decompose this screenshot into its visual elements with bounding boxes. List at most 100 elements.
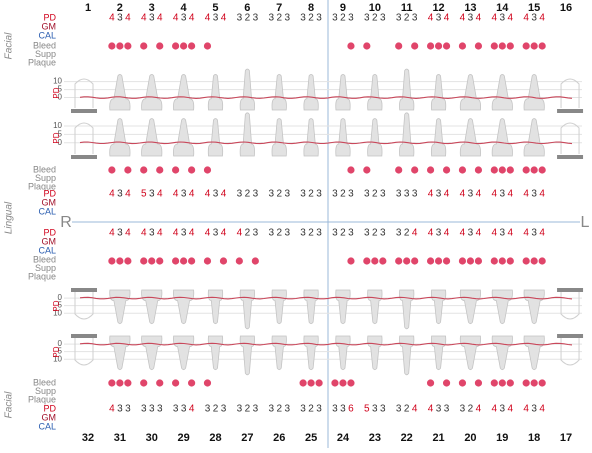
tooth-number: 5	[212, 2, 218, 14]
row-label: Bleed	[33, 40, 56, 50]
pd-value: 3	[380, 189, 386, 200]
bleed-dot	[474, 166, 483, 174]
pd-value: 4	[428, 404, 434, 415]
surface-label: Facial	[4, 32, 15, 59]
pd-value: 3	[500, 404, 506, 415]
bleed-dot	[538, 257, 546, 265]
bleed-dot	[188, 379, 196, 387]
pd-value: 4	[492, 228, 498, 239]
pd-value: 4	[205, 228, 211, 239]
pd-value: 2	[468, 404, 474, 415]
tooth-number: 3	[149, 2, 155, 14]
pd-value: 4	[476, 13, 482, 24]
pd-value: 4	[173, 13, 179, 24]
tooth-number: 21	[432, 432, 444, 444]
row-label: Supp	[35, 386, 56, 396]
side-right: R	[60, 214, 72, 231]
tooth	[109, 289, 131, 325]
tooth	[239, 335, 255, 376]
pd-value: 4	[221, 13, 227, 24]
tooth	[491, 289, 513, 325]
pd-value: 4	[428, 228, 434, 239]
tooth	[173, 118, 195, 157]
pd-value: 4	[460, 13, 466, 24]
gingival-line	[79, 96, 573, 99]
bleed-dot	[411, 257, 419, 265]
bleed-dot	[506, 379, 514, 387]
pd-value: 3	[396, 13, 402, 24]
pd-value: 4	[109, 228, 115, 239]
tooth	[109, 74, 131, 111]
pd-value: 2	[372, 13, 378, 24]
bleed-dot	[434, 42, 443, 50]
missing-bar	[71, 155, 97, 159]
pd-value: 2	[276, 189, 282, 200]
tooth-number: 25	[305, 432, 317, 444]
tooth	[430, 118, 447, 157]
pd-value: 3	[364, 13, 370, 24]
pd-value: 3	[396, 404, 402, 415]
tooth	[109, 118, 131, 157]
pd-value: 3	[436, 13, 442, 24]
bleed-dot	[466, 257, 475, 265]
bleed-dot	[395, 42, 403, 50]
pd-value: 4	[539, 189, 545, 200]
bleed-dot	[124, 379, 132, 387]
row-label: PD	[43, 227, 56, 237]
missing-tooth	[560, 338, 580, 366]
pd-value: 3	[237, 404, 243, 415]
bleed-dot	[403, 257, 411, 265]
pd-value: 4	[444, 13, 450, 24]
tooth-number: 30	[146, 432, 158, 444]
tooth-number: 10	[369, 2, 381, 14]
pd-value: 4	[539, 228, 545, 239]
pd-value: 5	[141, 189, 147, 200]
bleed-dot	[442, 379, 451, 387]
tooth	[303, 74, 319, 111]
tooth	[239, 289, 255, 330]
row-label: GM	[42, 197, 57, 207]
pd-value: 4	[523, 13, 529, 24]
tooth	[271, 118, 287, 157]
pd-value: 3	[332, 404, 338, 415]
pd-value: 3	[412, 13, 418, 24]
pd-value: 4	[173, 189, 179, 200]
pd-value: 3	[268, 404, 274, 415]
bleed-dot	[108, 166, 116, 174]
pd-value: 3	[531, 13, 537, 24]
bleed-dot	[411, 166, 419, 174]
row-label: GM	[42, 412, 57, 422]
bleed-dot	[251, 257, 259, 265]
tooth	[303, 289, 319, 325]
pd-value: 4	[492, 13, 498, 24]
pd-value: 3	[348, 228, 354, 239]
pd-value: 3	[117, 228, 123, 239]
gingival-line	[79, 141, 573, 145]
pd-value: 3	[396, 189, 402, 200]
bleed-dot	[458, 379, 467, 387]
pd-value: 2	[372, 228, 378, 239]
tooth	[141, 74, 163, 111]
pd-value: 3	[380, 228, 386, 239]
missing-bar	[71, 334, 97, 338]
bleed-dot	[530, 257, 538, 265]
bleed-dot	[498, 42, 506, 50]
tooth	[399, 68, 415, 111]
pd-value: 3	[396, 228, 402, 239]
bleed-dot	[108, 42, 116, 50]
pd-value: 3	[460, 404, 466, 415]
tooth	[239, 68, 255, 111]
tooth-number: 8	[308, 2, 314, 14]
tooth	[173, 289, 195, 325]
pd-value: 3	[372, 404, 378, 415]
bleed-dot	[426, 42, 435, 50]
pd-value: 3	[300, 228, 306, 239]
tooth	[271, 74, 287, 111]
bleed-dot	[124, 42, 132, 50]
pd-value: 4	[523, 228, 529, 239]
bleed-dot	[498, 166, 506, 174]
pd-value: 3	[500, 189, 506, 200]
pd-value: 4	[125, 189, 131, 200]
pd-value: 3	[268, 228, 274, 239]
